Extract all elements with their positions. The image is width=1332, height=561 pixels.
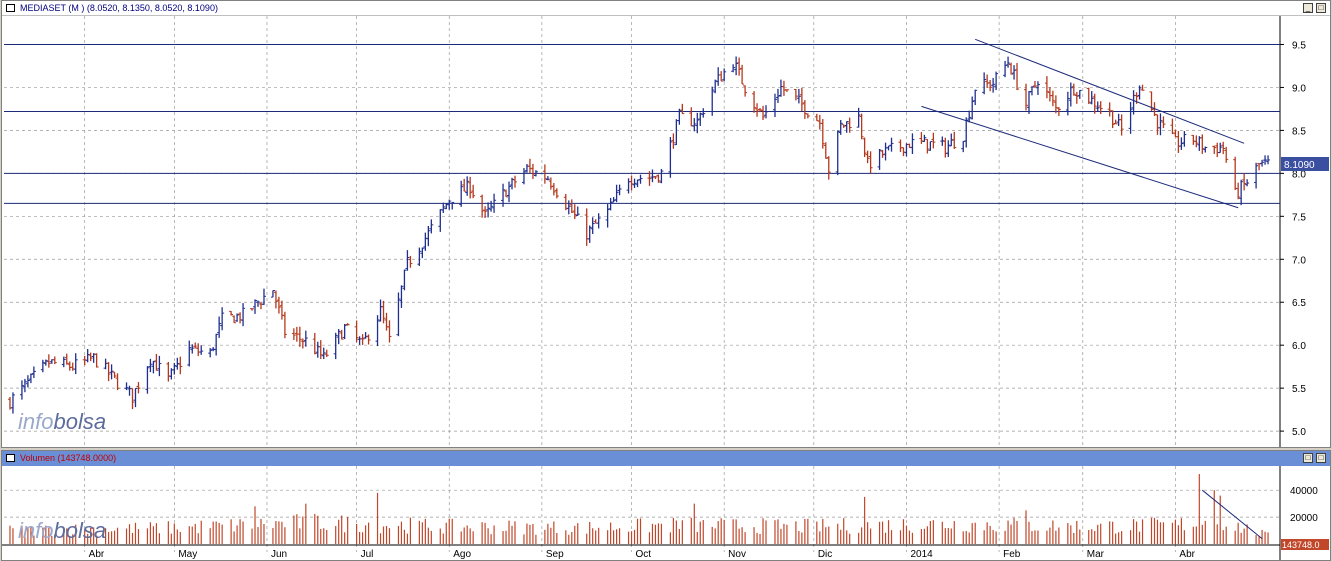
volume-title-bar: Volumen (143748.0000) □ □ bbox=[2, 451, 1330, 466]
price-y-tick-label: 8.0 bbox=[1292, 169, 1306, 180]
chart-window-icon bbox=[6, 4, 15, 12]
maximize-button[interactable]: □ bbox=[1316, 3, 1326, 13]
x-tick-label: May bbox=[178, 549, 197, 560]
price-y-tick-label: 5.5 bbox=[1292, 384, 1306, 395]
volume-chart[interactable]: 40000 20000 Abr May Jun Jul Ago Sep Oct Nov Dic 201… bbox=[2, 466, 1330, 560]
maximize-button[interactable]: □ bbox=[1316, 453, 1326, 463]
price-y-tick-label: 9.0 bbox=[1292, 83, 1306, 94]
watermark-bolsa: bolsa bbox=[53, 518, 106, 543]
x-tick-label: Jun bbox=[271, 549, 287, 560]
price-panel-title: MEDIASET (M ) (8.0520, 8.1350, 8.0520, 8… bbox=[20, 3, 218, 13]
volume-trend-line bbox=[1201, 489, 1263, 540]
volume-series bbox=[9, 474, 1269, 544]
price-y-tick-label: 6.5 bbox=[1292, 298, 1306, 309]
x-tick-label: Sep bbox=[546, 549, 564, 560]
last-price-marker bbox=[1281, 156, 1329, 171]
x-tick-label: Feb bbox=[1003, 549, 1021, 560]
infobolsa-watermark: infobolsa bbox=[18, 518, 106, 543]
x-tick-label: 2014 bbox=[910, 549, 933, 560]
trend-line bbox=[921, 105, 1239, 209]
chart-window-icon bbox=[6, 454, 15, 462]
volume-y-tick-label: 40000 bbox=[1290, 486, 1318, 497]
price-y-tick-label: 8.5 bbox=[1292, 126, 1306, 137]
watermark-bolsa: bolsa bbox=[53, 409, 106, 434]
price-title-bar: MEDIASET (M ) (8.0520, 8.1350, 8.0520, 8… bbox=[2, 1, 1330, 16]
price-y-tick-label: 6.0 bbox=[1292, 341, 1306, 352]
x-tick-label: Mar bbox=[1087, 549, 1105, 560]
x-tick-label: Oct bbox=[636, 549, 652, 560]
last-volume-marker bbox=[1281, 539, 1329, 550]
price-y-tick-label: 7.0 bbox=[1292, 255, 1306, 266]
last-volume-label: 143748.0 bbox=[1282, 540, 1320, 550]
last-price-label: 8.1090 bbox=[1284, 160, 1315, 171]
trend-line bbox=[975, 38, 1245, 144]
price-panel: MEDIASET (M ) (8.0520, 8.1350, 8.0520, 8… bbox=[1, 0, 1331, 448]
watermark-info: info bbox=[18, 518, 53, 543]
minimize-button[interactable]: □ bbox=[1303, 453, 1313, 463]
price-y-tick-label: 7.5 bbox=[1292, 212, 1306, 223]
volume-panel-title: Volumen (143748.0000) bbox=[20, 453, 117, 463]
x-tick-label: Nov bbox=[728, 549, 746, 560]
infobolsa-watermark: infobolsa bbox=[18, 409, 106, 434]
x-tick-label: Dic bbox=[818, 549, 832, 560]
minimize-button[interactable]: _ bbox=[1303, 3, 1313, 13]
watermark-info: info bbox=[18, 409, 53, 434]
x-tick-label: Jul bbox=[361, 549, 374, 560]
x-tick-label: Abr bbox=[1179, 549, 1195, 560]
price-y-tick-label: 5.0 bbox=[1292, 427, 1306, 438]
volume-y-tick-label: 20000 bbox=[1290, 513, 1318, 524]
x-tick-label: Abr bbox=[89, 549, 105, 560]
ohlc-series bbox=[7, 56, 1271, 414]
price-chart[interactable]: 9.5 9.0 8.5 8.0 7.5 7.0 6.5 6.0 5.5 5.0 8.1090 info… bbox=[2, 16, 1330, 447]
x-tick-label: Ago bbox=[453, 549, 471, 560]
volume-panel: Volumen (143748.0000) □ □ 40000 20000 Abr M… bbox=[1, 450, 1331, 561]
price-y-tick-label: 9.5 bbox=[1292, 40, 1306, 51]
